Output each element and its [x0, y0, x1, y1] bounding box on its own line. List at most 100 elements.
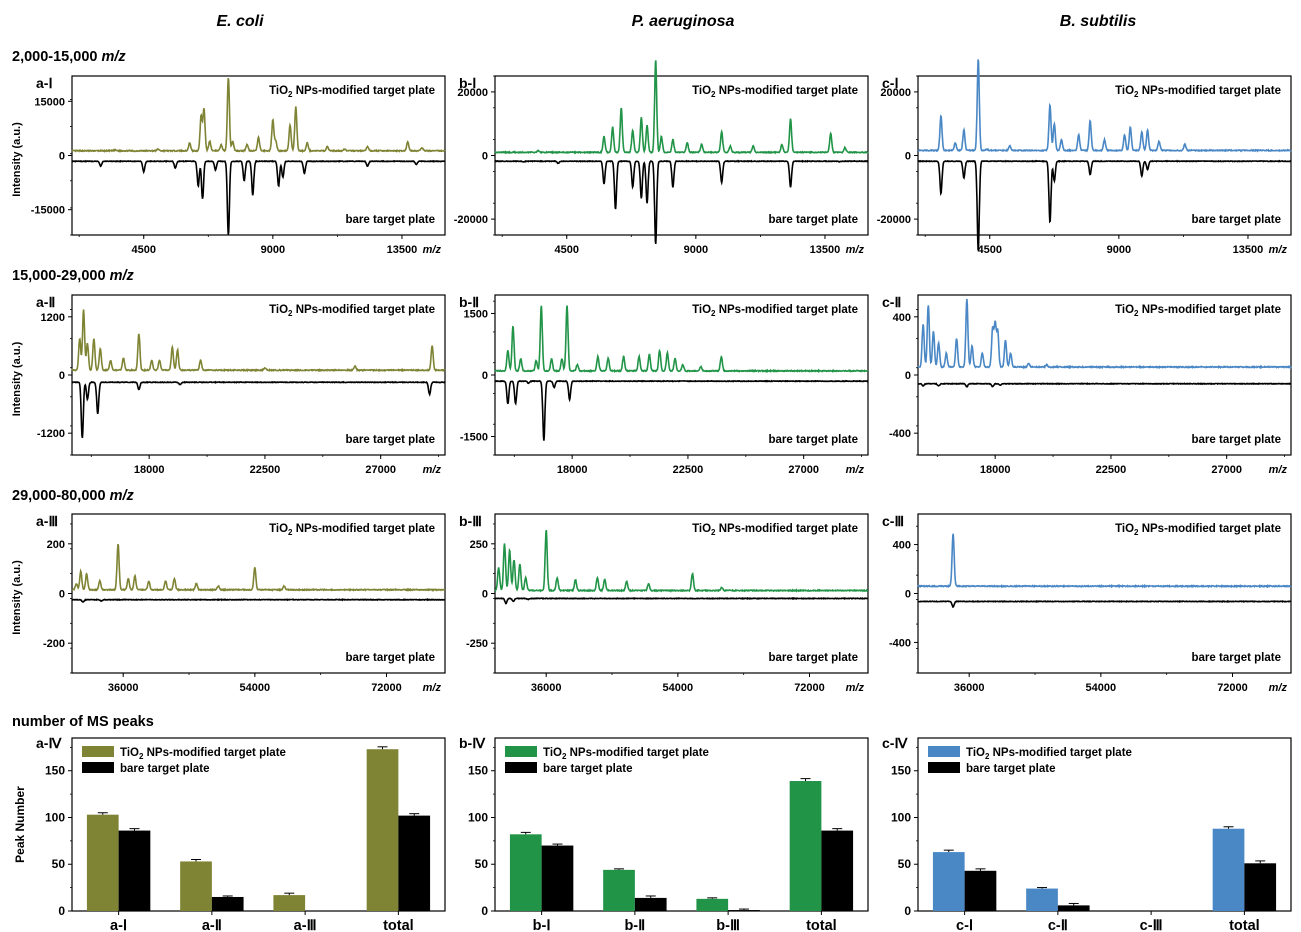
- bar: [509, 834, 542, 911]
- bar: [728, 910, 760, 911]
- spectrum-panel-c-Ⅲ: 400 0 -400 36000 54000 72000 m/z c-Ⅲ TiO2 NPs-mo…: [882, 513, 1292, 694]
- x-tick-label: c-Ⅰ: [956, 918, 973, 932]
- column-title: B. subtilis: [1060, 13, 1137, 30]
- spectrum-line-bare: [917, 159, 1292, 251]
- legend-swatch: [928, 746, 960, 757]
- panel-label: a-Ⅲ: [36, 513, 58, 529]
- x-tick-label: 36000: [531, 682, 562, 694]
- legend-label: TiO2 NPs-modified target plate: [120, 747, 286, 761]
- spectrum-line-bare: [71, 598, 446, 603]
- legend-label: bare target plate: [543, 763, 632, 775]
- y-tick-label: 0: [481, 904, 488, 918]
- y-tick-label: 0: [482, 370, 488, 382]
- spectrum-panel-b-Ⅱ: 1500 0 -1500 18000 22500 27000 m/z b-Ⅱ TiO2 NPs-…: [459, 294, 869, 476]
- bar: [118, 830, 151, 911]
- legend-label: bare target plate: [966, 763, 1055, 775]
- series-label-bottom: bare target plate: [346, 434, 435, 446]
- y-tick-label: 150: [891, 764, 911, 778]
- spectrum-panel-b-Ⅰ: 20000 0 -20000 4500 9000 13500 m/z b-Ⅰ TiO2 NPs-…: [454, 60, 869, 256]
- spectrum-line-bare: [917, 382, 1292, 388]
- x-tick-label: 22500: [1096, 464, 1127, 476]
- x-tick-label: a-Ⅱ: [202, 918, 222, 932]
- spectrum-panel-c-Ⅰ: 20000 0 -20000 4500 9000 13500 m/z c-Ⅰ TiO2 NPs-…: [877, 59, 1292, 256]
- y-tick-label: 0: [905, 151, 911, 163]
- bar: [366, 749, 399, 911]
- legend-label: TiO2 NPs-modified target plate: [543, 747, 709, 761]
- x-tick-label: 27000: [365, 464, 396, 476]
- bar: [211, 896, 244, 911]
- bar: [86, 814, 119, 911]
- series-label-top: TiO2 NPs-modified target plate: [1115, 523, 1281, 537]
- bar: [398, 815, 431, 911]
- x-tick-label: total: [806, 918, 837, 932]
- x-tick-label: 27000: [788, 464, 819, 476]
- row-title: 15,000-29,000 m/z: [12, 268, 134, 284]
- spectrum-line-bare: [494, 159, 869, 245]
- panel-frame: [917, 513, 1292, 674]
- y-tick-label: 50: [898, 857, 912, 871]
- series-label-bottom: bare target plate: [1192, 214, 1281, 226]
- spectrum-line-bare: [495, 379, 869, 441]
- y-tick-label: 100: [45, 810, 65, 824]
- x-unit-label: m/z: [1269, 244, 1288, 256]
- x-tick-label: 9000: [1107, 244, 1131, 256]
- panel-label: c-Ⅳ: [882, 735, 908, 751]
- y-tick-label: 1500: [464, 308, 488, 320]
- panel-label: b-Ⅳ: [459, 735, 486, 751]
- spectrum-panel-a-Ⅰ: 15000 0 -15000 4500 9000 13500 m/z Intensity (a…: [11, 75, 446, 256]
- x-tick-label: 18000: [557, 464, 588, 476]
- panel-label: c-Ⅱ: [882, 294, 901, 310]
- legend-label: bare target plate: [120, 763, 209, 775]
- panel-label: a-Ⅱ: [36, 294, 55, 310]
- y-tick-label: 400: [893, 312, 911, 324]
- bar: [964, 870, 997, 911]
- spectrum-line-bare: [917, 599, 1292, 608]
- panel-frame: [71, 75, 446, 236]
- x-unit-label: m/z: [1269, 682, 1288, 694]
- x-tick-label: 54000: [240, 682, 271, 694]
- x-tick-label: 72000: [1217, 682, 1248, 694]
- series-label-top: TiO2 NPs-modified target plate: [1115, 304, 1281, 318]
- y-tick-label: -20000: [454, 214, 488, 226]
- bar: [1026, 888, 1058, 911]
- spectrum-line-modified: [917, 298, 1292, 370]
- y-tick-label: 0: [59, 370, 65, 382]
- spectrum-line-bare: [71, 159, 446, 235]
- x-unit-label: m/z: [846, 244, 865, 256]
- column-title: P. aeruginosa: [632, 13, 735, 30]
- panel-frame: [917, 737, 1292, 912]
- legend-swatch: [928, 762, 960, 773]
- panel-label: b-Ⅱ: [459, 294, 479, 310]
- y-axis-label: Intensity (a.u.): [11, 122, 23, 197]
- bar: [789, 781, 822, 911]
- panel-label: a-Ⅰ: [36, 75, 53, 91]
- y-tick-label: -400: [889, 637, 911, 649]
- y-tick-label: 0: [59, 151, 65, 163]
- panel-label: b-Ⅲ: [459, 513, 482, 529]
- spectrum-line-modified: [494, 305, 869, 374]
- y-tick-label: -15000: [31, 205, 65, 217]
- spectrum-panel-c-Ⅱ: 400 0 -400 18000 22500 27000 m/z c-Ⅱ TiO2 NPs-mo…: [882, 294, 1292, 476]
- bar: [273, 895, 306, 911]
- series-label-bottom: bare target plate: [346, 214, 435, 226]
- panel-frame: [71, 737, 446, 912]
- spectrum-line-modified: [917, 59, 1292, 153]
- panel-frame: [917, 75, 1292, 236]
- y-tick-label: 400: [893, 540, 911, 552]
- x-tick-label: 36000: [954, 682, 985, 694]
- x-tick-label: 4500: [554, 244, 578, 256]
- x-tick-label: a-Ⅲ: [294, 918, 317, 932]
- x-tick-label: 13500: [1233, 244, 1264, 256]
- panel-label: a-Ⅳ: [36, 735, 62, 751]
- legend-swatch: [505, 762, 537, 773]
- x-unit-label: m/z: [423, 244, 442, 256]
- bar-panel-a-Ⅳ: 0 50 100 150 Peak Number a-Ⅳ a-Ⅰ a-Ⅱ a-Ⅲ total TiO…: [13, 735, 446, 932]
- spectrum-line-modified: [71, 309, 446, 373]
- x-tick-label: total: [383, 918, 414, 932]
- x-tick-label: b-Ⅰ: [533, 918, 551, 932]
- x-unit-label: m/z: [1269, 464, 1288, 476]
- series-label-top: TiO2 NPs-modified target plate: [269, 304, 435, 318]
- series-label-top: TiO2 NPs-modified target plate: [692, 85, 858, 99]
- y-tick-label: 150: [45, 764, 65, 778]
